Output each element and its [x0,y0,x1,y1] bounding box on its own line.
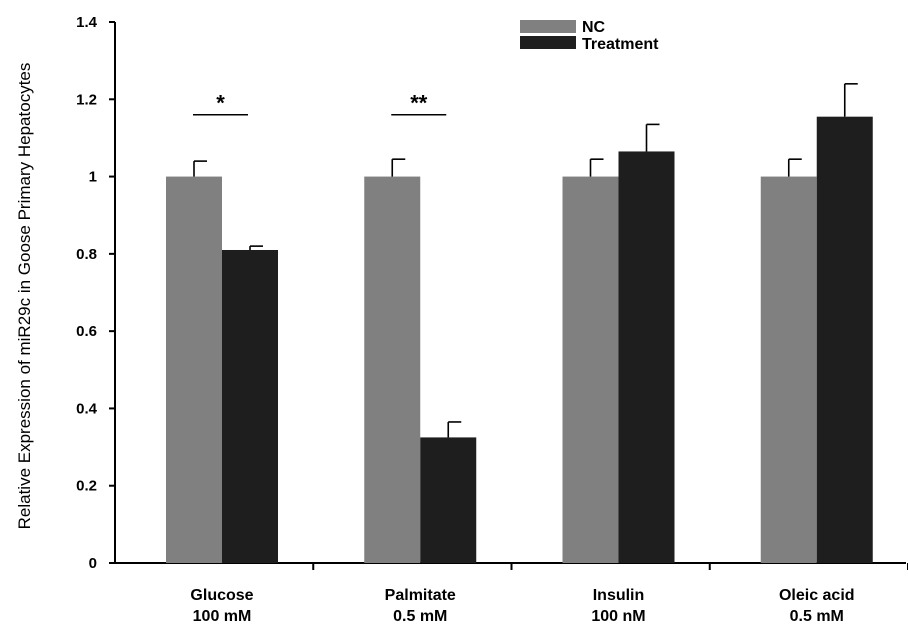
bar-nc-1 [364,176,421,564]
y-tick-label: 0 [89,555,97,572]
x-category-sublabel: 0.5 mM [790,608,844,625]
bar-nc-3 [760,176,817,564]
y-tick-label: 0.4 [76,400,98,417]
error-bars [193,83,858,438]
x-category-label: Oleic acid [779,587,855,604]
bar-treatment-2 [618,151,675,564]
bar-nc-0 [166,176,222,564]
x-category-label: Insulin [593,587,645,604]
significance-markers: * ** [193,91,447,116]
y-axis-label: Relative Expression of miR29c in Goose P… [15,63,34,530]
bars [166,116,873,564]
x-category-sublabel: 100 nM [591,608,645,625]
bar-treatment-3 [816,116,873,564]
legend-label-nc: NC [582,19,606,36]
bar-treatment-0 [222,249,278,563]
x-category-sublabel: 0.5 mM [393,608,447,625]
x-axis-labels: Glucose 100 mM Palmitate 0.5 mM Insulin 100 n… [190,587,854,625]
y-tick-label: 0.8 [76,246,97,263]
x-category-sublabel: 100 mM [193,608,252,625]
y-tick-label: 1.2 [76,91,97,108]
y-tick-label: 1 [89,169,97,186]
legend-swatch-treatment [520,36,576,49]
significance-label: ** [410,91,428,116]
x-category-label: Glucose [190,587,253,604]
legend: NC Treatment [520,19,659,53]
bar-nc-2 [562,176,619,564]
legend-label-treatment: Treatment [582,36,659,53]
significance-label: * [216,91,225,116]
bar-treatment-1 [420,437,477,563]
legend-swatch-nc [520,20,576,33]
x-category-label: Palmitate [385,587,456,604]
y-tick-label: 1.4 [76,14,98,31]
y-tick-label: 0.6 [76,323,97,340]
y-tick-label: 0.2 [76,478,97,495]
